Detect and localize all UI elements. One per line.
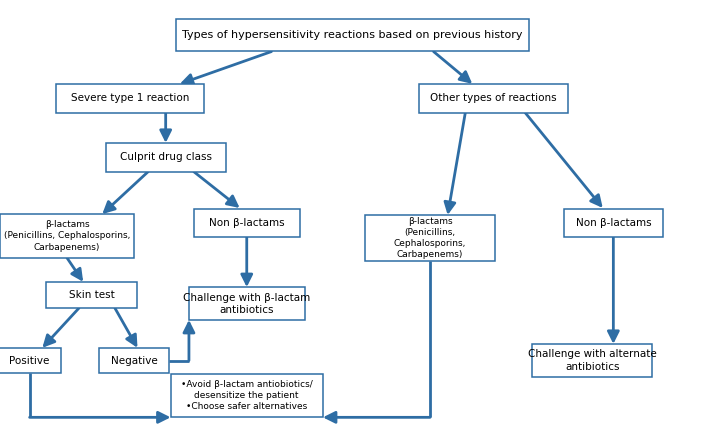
- Text: Other types of reactions: Other types of reactions: [430, 94, 557, 103]
- FancyBboxPatch shape: [0, 348, 61, 373]
- FancyBboxPatch shape: [99, 348, 169, 373]
- FancyBboxPatch shape: [171, 374, 323, 417]
- FancyBboxPatch shape: [0, 214, 134, 258]
- FancyBboxPatch shape: [106, 143, 226, 171]
- FancyBboxPatch shape: [419, 84, 568, 112]
- Text: •Avoid β-lactam antiobiotics/
desensitize the patient
•Choose safer alternatives: •Avoid β-lactam antiobiotics/ desensitiz…: [181, 380, 312, 411]
- FancyBboxPatch shape: [532, 344, 652, 377]
- Text: Skin test: Skin test: [69, 290, 114, 300]
- Text: Negative: Negative: [111, 356, 157, 365]
- Text: Challenge with β-lactam
antibiotics: Challenge with β-lactam antibiotics: [183, 292, 310, 315]
- FancyBboxPatch shape: [194, 209, 300, 237]
- FancyBboxPatch shape: [56, 84, 204, 112]
- Text: Challenge with alternate
antibiotics: Challenge with alternate antibiotics: [528, 349, 656, 372]
- Text: Types of hypersensitivity reactions based on previous history: Types of hypersensitivity reactions base…: [183, 30, 522, 40]
- Text: β-lactams
(Penicillins, Cephalosporins,
Carbapenems): β-lactams (Penicillins, Cephalosporins, …: [4, 220, 130, 252]
- FancyBboxPatch shape: [176, 18, 529, 51]
- Text: Positive: Positive: [9, 356, 50, 365]
- FancyBboxPatch shape: [564, 209, 663, 237]
- Text: β-lactams
(Penicillins,
Cephalosporins,
Carbapenems): β-lactams (Penicillins, Cephalosporins, …: [394, 217, 466, 259]
- FancyBboxPatch shape: [46, 282, 137, 308]
- FancyBboxPatch shape: [188, 288, 305, 320]
- FancyBboxPatch shape: [365, 215, 495, 261]
- Text: Severe type 1 reaction: Severe type 1 reaction: [71, 94, 190, 103]
- Text: Non β-lactams: Non β-lactams: [209, 218, 285, 228]
- Text: Culprit drug class: Culprit drug class: [120, 153, 212, 162]
- Text: Non β-lactams: Non β-lactams: [575, 218, 651, 228]
